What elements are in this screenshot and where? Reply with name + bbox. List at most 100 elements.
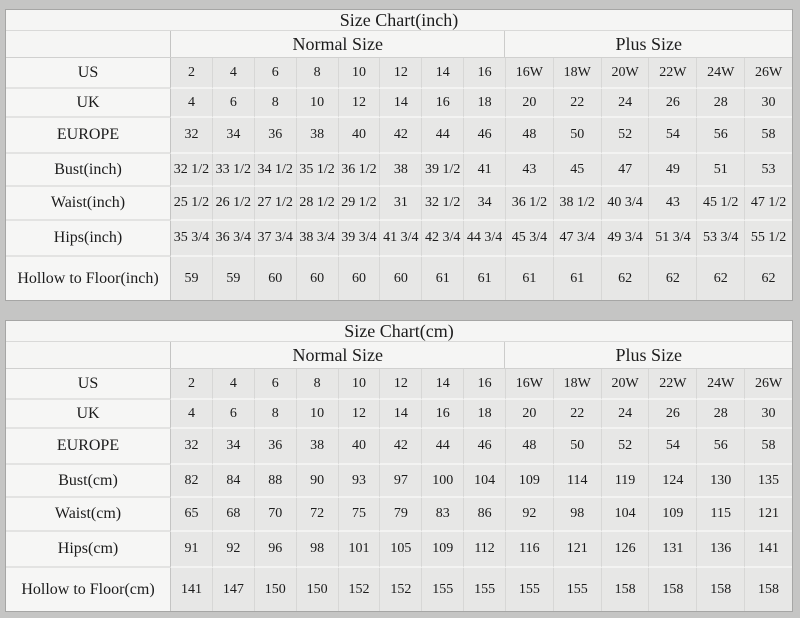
size-value-cell: 26 (649, 400, 698, 429)
size-value-cell: 109 (422, 532, 465, 568)
size-value-cell: 104 (601, 498, 650, 532)
size-value-cell: 8 (296, 369, 339, 400)
size-value-cell: 65 (171, 498, 213, 532)
normal-size-header: Normal Size (171, 31, 506, 57)
size-value-cell: 32 1/2 (422, 187, 465, 221)
size-value-cell: 53 (745, 154, 792, 187)
size-value-cell: 101 (338, 532, 381, 568)
size-value-cell: 35 1/2 (296, 154, 339, 187)
size-value-cell: 6 (254, 58, 297, 89)
size-value-cell: 31 (380, 187, 423, 221)
size-value-cell: 53 3/4 (697, 221, 746, 257)
table-row: UK 4 6 8 10 12 14 16 18 20 22 24 26 28 30 (6, 89, 792, 118)
size-value-cell: 36 (254, 429, 297, 465)
size-value-cell: 100 (422, 465, 465, 498)
size-value-cell: 8 (254, 400, 297, 429)
size-value-cell: 12 (380, 369, 423, 400)
size-value-cell: 14 (422, 369, 465, 400)
row-label: UK (6, 89, 171, 118)
size-value-cell: 38 (296, 429, 339, 465)
size-value-cell: 61 (464, 257, 506, 300)
size-value-cell: 18W (553, 369, 602, 400)
size-value-cell: 22 (553, 400, 602, 429)
size-value-cell: 109 (506, 465, 554, 498)
row-label: EUROPE (6, 118, 171, 154)
size-value-cell: 62 (649, 257, 698, 300)
size-value-cell: 48 (506, 118, 554, 154)
table-row: Waist(inch) 25 1/2 26 1/2 27 1/2 28 1/2 29 1/… (6, 187, 792, 221)
size-value-cell: 22 (553, 89, 602, 118)
size-value-cell: 24W (697, 369, 746, 400)
size-value-cell: 26W (745, 369, 792, 400)
size-value-cell: 60 (296, 257, 339, 300)
size-value-cell: 38 (380, 154, 423, 187)
size-value-cell: 8 (254, 89, 297, 118)
table-row: Hips(inch) 35 3/4 36 3/4 37 3/4 38 3/4 39 3/4… (6, 221, 792, 257)
size-value-cell: 16 (464, 58, 506, 89)
size-value-cell: 141 (171, 568, 213, 611)
row-label: Hollow to Floor(inch) (6, 257, 171, 300)
size-value-cell: 39 3/4 (338, 221, 381, 257)
size-value-cell: 155 (464, 568, 506, 611)
size-value-cell: 54 (649, 429, 698, 465)
size-value-cell: 36 3/4 (212, 221, 255, 257)
size-value-cell: 155 (506, 568, 554, 611)
table-row: Hips(cm) 91 92 96 98 101 105 109 112 116 121 126 131… (6, 532, 792, 568)
size-group-header-row: Normal Size Plus Size (6, 31, 792, 58)
size-value-cell: 60 (338, 257, 381, 300)
size-value-cell: 40 3/4 (601, 187, 650, 221)
size-value-cell: 52 (601, 118, 650, 154)
table-row: Hollow to Floor(cm) 141 147 150 150 152 152 155… (6, 568, 792, 611)
size-value-cell: 50 (553, 429, 602, 465)
size-value-cell: 14 (380, 400, 423, 429)
size-value-cell: 20W (601, 58, 650, 89)
size-value-cell: 158 (601, 568, 650, 611)
size-value-cell: 4 (171, 89, 213, 118)
size-value-cell: 6 (212, 89, 255, 118)
size-value-cell: 45 (553, 154, 602, 187)
size-value-cell: 59 (171, 257, 213, 300)
size-value-cell: 112 (464, 532, 506, 568)
size-value-cell: 34 1/2 (254, 154, 297, 187)
row-label: Hips(cm) (6, 532, 171, 568)
size-value-cell: 30 (745, 400, 792, 429)
size-value-cell: 141 (745, 532, 792, 568)
size-value-cell: 150 (296, 568, 339, 611)
size-value-cell: 51 3/4 (649, 221, 698, 257)
size-value-cell: 43 (506, 154, 554, 187)
size-value-cell: 68 (212, 498, 255, 532)
normal-size-header: Normal Size (171, 342, 506, 368)
size-value-cell: 33 1/2 (212, 154, 255, 187)
size-value-cell: 90 (296, 465, 339, 498)
size-value-cell: 50 (553, 118, 602, 154)
size-value-cell: 104 (464, 465, 506, 498)
size-value-cell: 91 (171, 532, 213, 568)
size-value-cell: 61 (422, 257, 465, 300)
size-value-cell: 60 (254, 257, 297, 300)
size-value-cell: 92 (212, 532, 255, 568)
size-value-cell: 121 (745, 498, 792, 532)
size-value-cell: 16W (506, 58, 554, 89)
size-value-cell: 42 3/4 (422, 221, 465, 257)
table-row: Bust(inch) 32 1/2 33 1/2 34 1/2 35 1/2 36 1/2… (6, 154, 792, 187)
table-row: Bust(cm) 82 84 88 90 93 97 100 104 109 114 119 124 13… (6, 465, 792, 498)
size-value-cell: 4 (171, 400, 213, 429)
size-value-cell: 124 (649, 465, 698, 498)
size-value-cell: 54 (649, 118, 698, 154)
size-value-cell: 56 (697, 118, 746, 154)
table-body: US 2 4 6 8 10 12 14 16 16W 18W 20W 22W 24W 26W UK 4 6 8 10 1… (6, 369, 792, 611)
row-label: Hollow to Floor(cm) (6, 568, 171, 611)
size-value-cell: 40 (338, 118, 381, 154)
size-chart-cm-table: Size Chart(cm) Normal Size Plus Size US 2… (5, 320, 793, 612)
size-value-cell: 26 (649, 89, 698, 118)
table-row: EUROPE 32 34 36 38 40 42 44 46 48 50 52 54 56 58 (6, 118, 792, 154)
size-value-cell: 45 3/4 (506, 221, 554, 257)
size-value-cell: 47 (601, 154, 650, 187)
row-label: Bust(inch) (6, 154, 171, 187)
size-value-cell: 158 (697, 568, 746, 611)
size-value-cell: 41 3/4 (380, 221, 423, 257)
size-value-cell: 79 (380, 498, 423, 532)
size-value-cell: 44 (422, 429, 465, 465)
size-value-cell: 32 (171, 429, 213, 465)
label-column-spacer (6, 31, 171, 57)
